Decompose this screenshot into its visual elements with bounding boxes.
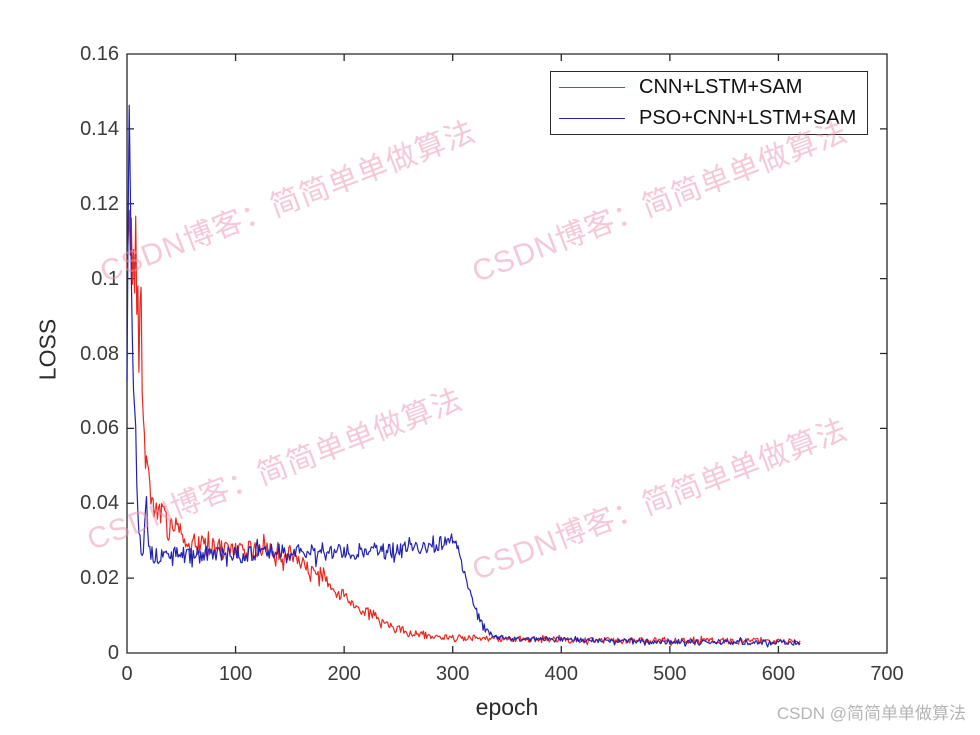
watermark-footer: CSDN @简简单单做算法 <box>776 704 966 723</box>
legend-label: PSO+CNN+LSTM+SAM <box>639 107 857 129</box>
legend-entry-pso-cnn-lstm-sam: PSO+CNN+LSTM+SAM <box>551 103 867 134</box>
x-tick-label: 200 <box>327 663 361 685</box>
y-tick-label: 0.12 <box>80 192 119 215</box>
x-tick-label: 500 <box>653 663 687 685</box>
y-tick-label: 0.08 <box>80 342 119 365</box>
x-tick-label: 600 <box>761 663 796 685</box>
axes-box <box>126 53 888 654</box>
legend-entry-cnn-lstm-sam: CNN+LSTM+SAM <box>551 72 867 103</box>
legend-box: CNN+LSTM+SAM PSO+CNN+LSTM+SAM <box>550 71 868 135</box>
x-tick-label: 700 <box>870 663 904 685</box>
legend-line-sample-blue <box>559 118 625 119</box>
x-tick-label: 100 <box>218 663 253 685</box>
legend-label: CNN+LSTM+SAM <box>639 76 803 98</box>
series-line-0 <box>126 209 801 647</box>
y-tick-label: 0.04 <box>80 492 119 515</box>
series-line-1 <box>126 104 801 648</box>
x-tick-label: 400 <box>544 663 578 685</box>
y-tick-label: 0.02 <box>80 567 119 590</box>
y-tick-label: 0 <box>107 642 119 664</box>
x-axis-label: epoch <box>475 694 539 720</box>
x-tick-label: 300 <box>436 663 470 685</box>
x-tick-label: 0 <box>121 663 133 685</box>
y-tick-label: 0.06 <box>80 417 119 440</box>
y-axis-label: LOSS <box>34 318 61 381</box>
y-tick-label: 0.1 <box>91 267 119 290</box>
legend-line-sample-red <box>559 87 625 88</box>
y-tick-label: 0.16 <box>80 43 119 65</box>
y-tick-label: 0.14 <box>80 117 119 140</box>
